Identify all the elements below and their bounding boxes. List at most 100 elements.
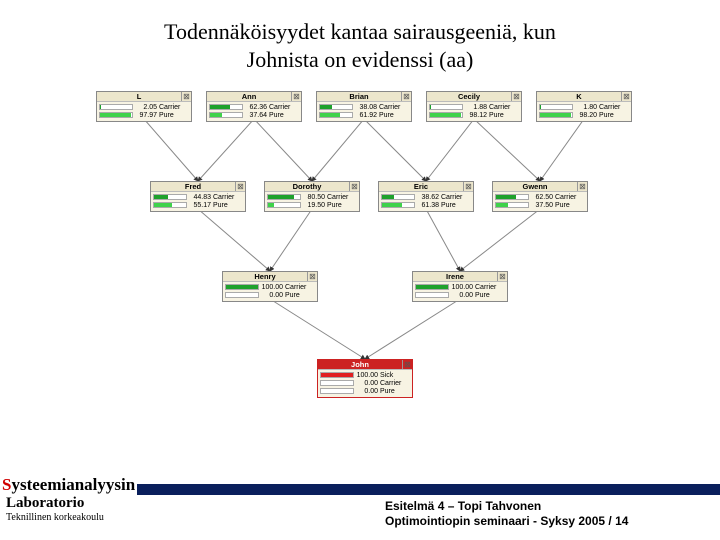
bar-track xyxy=(381,202,415,208)
bar-fill xyxy=(100,113,131,117)
node-header[interactable]: Brian⊠ xyxy=(317,92,411,102)
prob-row: 19.50Pure xyxy=(267,201,357,209)
close-icon[interactable]: ⊠ xyxy=(577,182,587,191)
node-gwenn[interactable]: Gwenn⊠62.50Carrier37.50Pure xyxy=(492,181,588,212)
prob-row: 97.97Pure xyxy=(99,111,189,119)
node-irene[interactable]: Irene⊠100.00Carrier0.00Pure xyxy=(412,271,508,302)
node-title: Fred xyxy=(151,183,235,191)
edge xyxy=(198,209,270,271)
prob-value: 38.08 xyxy=(355,104,377,111)
prob-row: 44.83Carrier xyxy=(153,193,243,201)
footer-bar: Systeemianalyysin xyxy=(0,475,720,495)
prob-row: 98.20Pure xyxy=(539,111,629,119)
node-header[interactable]: Dorothy⊠ xyxy=(265,182,359,192)
node-header[interactable]: Cecily⊠ xyxy=(427,92,521,102)
prob-label: Carrier xyxy=(327,194,348,201)
bar-fill xyxy=(430,105,431,109)
node-henry[interactable]: Henry⊠100.00Carrier0.00Pure xyxy=(222,271,318,302)
prob-label: Pure xyxy=(213,202,228,209)
bar-fill xyxy=(430,113,461,117)
brand-rest: ysteemianalyysin xyxy=(11,475,135,494)
bar-track xyxy=(267,194,301,200)
title-line-2: Johnista on evidenssi (aa) xyxy=(247,47,474,72)
node-header[interactable]: John⊠ xyxy=(318,360,412,370)
close-icon[interactable]: ⊠ xyxy=(181,92,191,101)
prob-label: Pure xyxy=(489,112,504,119)
prob-value: 2.05 xyxy=(135,104,157,111)
node-header[interactable]: L⊠ xyxy=(97,92,191,102)
footer-pres2: Optimointiopin seminaari - Syksy 2005 / … xyxy=(385,514,700,530)
prob-label: Carrier xyxy=(555,194,576,201)
close-icon[interactable]: ⊠ xyxy=(291,92,301,101)
edge xyxy=(254,119,312,181)
bar-track xyxy=(415,292,449,298)
bar-track xyxy=(209,104,243,110)
node-cecily[interactable]: Cecily⊠1.88Carrier98.12Pure xyxy=(426,91,522,122)
node-title: Eric xyxy=(379,183,463,191)
node-body: 1.88Carrier98.12Pure xyxy=(427,102,521,121)
prob-row: 1.80Carrier xyxy=(539,103,629,111)
bar-fill xyxy=(540,105,541,109)
prob-label: Pure xyxy=(599,112,614,119)
prob-row: 38.62Carrier xyxy=(381,193,471,201)
bar-fill xyxy=(382,203,402,207)
node-eric[interactable]: Eric⊠38.62Carrier61.38Pure xyxy=(378,181,474,212)
node-fred[interactable]: Fred⊠44.83Carrier55.17Pure xyxy=(150,181,246,212)
node-brian[interactable]: Brian⊠38.08Carrier61.92Pure xyxy=(316,91,412,122)
node-header[interactable]: Gwenn⊠ xyxy=(493,182,587,192)
node-header[interactable]: Fred⊠ xyxy=(151,182,245,192)
close-icon[interactable]: ⊠ xyxy=(497,272,507,281)
prob-value: 0.00 xyxy=(356,380,378,387)
edge xyxy=(426,119,474,181)
prob-value: 38.62 xyxy=(417,194,439,201)
node-l[interactable]: L⊠2.05Carrier97.97Pure xyxy=(96,91,192,122)
close-icon[interactable]: ⊠ xyxy=(235,182,245,191)
node-header[interactable]: Henry⊠ xyxy=(223,272,317,282)
bar-fill xyxy=(226,285,258,289)
node-header[interactable]: Ann⊠ xyxy=(207,92,301,102)
prob-row: 0.00Pure xyxy=(415,291,505,299)
prob-value: 0.00 xyxy=(356,388,378,395)
prob-label: Pure xyxy=(269,112,284,119)
bar-track xyxy=(539,112,573,118)
prob-row: 62.36Carrier xyxy=(209,103,299,111)
prob-label: Pure xyxy=(380,388,395,395)
edge xyxy=(144,119,198,181)
node-ann[interactable]: Ann⊠62.36Carrier37.64Pure xyxy=(206,91,302,122)
bar-track xyxy=(99,104,133,110)
node-header[interactable]: Eric⊠ xyxy=(379,182,473,192)
edge xyxy=(270,299,365,359)
bar-fill xyxy=(154,195,168,199)
bar-track xyxy=(539,104,573,110)
prob-value: 62.36 xyxy=(245,104,267,111)
node-dorothy[interactable]: Dorothy⊠80.50Carrier19.50Pure xyxy=(264,181,360,212)
footer-pres1: Esitelmä 4 – Topi Tahvonen xyxy=(385,499,700,515)
prob-value: 37.64 xyxy=(245,112,267,119)
close-icon[interactable]: ⊠ xyxy=(401,92,411,101)
close-icon[interactable]: ⊠ xyxy=(307,272,317,281)
node-k[interactable]: K⊠1.80Carrier98.20Pure xyxy=(536,91,632,122)
prob-value: 100.00 xyxy=(451,284,473,291)
close-icon[interactable]: ⊠ xyxy=(621,92,631,101)
node-title: Cecily xyxy=(427,93,511,101)
prob-label: Pure xyxy=(475,292,490,299)
close-icon[interactable]: ⊠ xyxy=(511,92,521,101)
prob-value: 19.50 xyxy=(303,202,325,209)
node-john[interactable]: John⊠100.00Sick0.00Carrier0.00Pure xyxy=(317,359,413,398)
node-title: Irene xyxy=(413,273,497,281)
close-icon[interactable]: ⊠ xyxy=(402,360,412,369)
node-body: 100.00Carrier0.00Pure xyxy=(413,282,507,301)
prob-row: 55.17Pure xyxy=(153,201,243,209)
prob-row: 37.50Pure xyxy=(495,201,585,209)
bar-fill xyxy=(210,105,230,109)
node-header[interactable]: Irene⊠ xyxy=(413,272,507,282)
node-header[interactable]: K⊠ xyxy=(537,92,631,102)
prob-label: Pure xyxy=(327,202,342,209)
footer-lab1: Laboratorio xyxy=(6,495,385,512)
bar-track xyxy=(429,104,463,110)
bayes-network-diagram: L⊠2.05Carrier97.97PureAnn⊠62.36Carrier37… xyxy=(0,81,720,421)
close-icon[interactable]: ⊠ xyxy=(463,182,473,191)
close-icon[interactable]: ⊠ xyxy=(349,182,359,191)
edge xyxy=(474,119,540,181)
footer-right: Esitelmä 4 – Topi Tahvonen Optimointiopi… xyxy=(385,495,700,530)
